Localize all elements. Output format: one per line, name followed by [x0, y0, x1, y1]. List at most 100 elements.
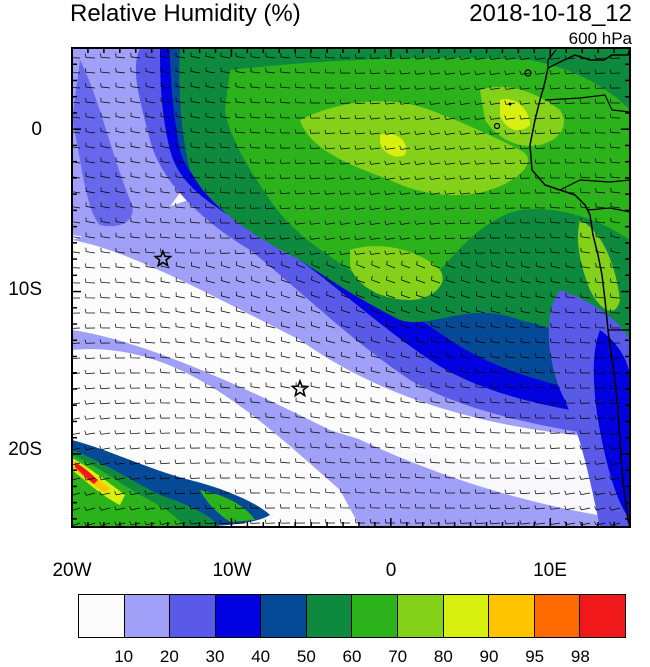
wind-barb: [174, 444, 186, 449]
wind-barb: [130, 52, 141, 59]
wind-barb: [295, 351, 306, 359]
wind-barb: [85, 83, 96, 89]
wind-barb: [72, 492, 81, 496]
wind-barb: [520, 322, 531, 329]
xtick-label-3: 10E: [533, 560, 567, 581]
wind-barb: [220, 112, 231, 119]
wind-barb: [160, 97, 171, 104]
wind-barb: [249, 473, 261, 479]
wind-barb: [115, 157, 126, 164]
wind-barb: [160, 52, 171, 59]
wind-barb: [414, 175, 426, 180]
wind-barb: [459, 115, 471, 120]
wind-barb: [205, 291, 216, 299]
wind-barb: [99, 460, 111, 466]
wind-barb: [295, 427, 306, 434]
wind-barb: [279, 144, 291, 149]
wind-barb: [249, 504, 261, 509]
wind-barb: [205, 82, 216, 89]
wind-barb: [579, 521, 591, 526]
wind-barb: [460, 428, 471, 434]
wind-barb: [205, 97, 216, 104]
wind-barb: [99, 445, 111, 450]
wind-barb: [445, 306, 456, 314]
wind-barb: [144, 383, 155, 389]
wind-barb: [144, 459, 156, 465]
wind-barb: [72, 87, 81, 89]
wind-barb: [324, 84, 335, 89]
wind-barb: [580, 323, 591, 329]
colorbar-box-4: [261, 595, 307, 637]
wind-barb: [264, 504, 276, 509]
wind-barb: [399, 85, 411, 90]
wind-barb: [159, 414, 171, 419]
wind-barb: [205, 52, 216, 59]
wind-barb: [220, 398, 231, 404]
wind-barb: [72, 417, 81, 420]
wind-barb: [579, 99, 591, 104]
wind-barb: [535, 233, 546, 239]
wind-barb: [205, 261, 216, 269]
wind-barb: [429, 55, 441, 60]
wind-barb: [580, 232, 591, 239]
wind-barb: [386, 275, 396, 284]
wind-barb: [340, 382, 351, 389]
wind-barb: [579, 84, 591, 89]
wind-barb: [160, 233, 171, 239]
wind-barb: [85, 127, 96, 134]
wind-barb: [534, 398, 546, 404]
wind-barb: [550, 338, 561, 344]
wind-barb: [295, 53, 306, 59]
wind-barb: [279, 250, 291, 255]
wind-barb: [399, 503, 411, 509]
wind-barb: [339, 190, 351, 195]
wind-barb: [309, 114, 321, 119]
wind-barb: [72, 312, 81, 314]
wind-barb: [250, 352, 261, 359]
wind-barb: [595, 143, 606, 149]
wind-barb: [445, 336, 456, 344]
wind-barb: [85, 97, 96, 104]
wind-barb: [491, 261, 501, 269]
wind-barb: [504, 474, 516, 479]
wind-barb: [565, 218, 576, 224]
wind-barb: [190, 337, 201, 344]
wind-barb: [250, 397, 261, 404]
wind-barb: [235, 397, 246, 404]
wind-barb: [354, 99, 366, 105]
wind-barb: [580, 338, 591, 344]
wind-barb: [100, 263, 111, 269]
wind-barb: [145, 338, 156, 344]
wind-barb: [356, 321, 366, 329]
wind-barb: [309, 159, 321, 165]
xtick-label-1: 10W: [212, 560, 252, 581]
wind-barb: [430, 443, 441, 449]
wind-barb: [610, 232, 621, 239]
wind-barb: [595, 232, 606, 239]
xtick-label-0: 20W: [52, 560, 92, 581]
wind-barb: [356, 291, 366, 299]
wind-barb: [459, 175, 471, 180]
wind-barb: [115, 97, 126, 104]
wind-barb: [609, 369, 621, 374]
wind-barb: [72, 221, 81, 224]
wind-barb: [339, 250, 351, 255]
wind-barb: [72, 282, 81, 284]
wind-barb: [519, 204, 530, 209]
wind-barb: [99, 476, 111, 481]
wind-barb: [310, 427, 321, 434]
wind-barb: [384, 190, 396, 195]
wind-barb: [534, 70, 546, 75]
wind-barb: [280, 52, 291, 59]
wind-barb: [145, 112, 156, 119]
wind-barb: [534, 85, 546, 90]
wind-barb: [430, 397, 441, 404]
wind-barb: [609, 506, 621, 511]
wind-barb: [444, 473, 456, 479]
colorbar-box-9: [489, 595, 535, 637]
wind-barb: [519, 428, 531, 434]
wind-barb: [549, 474, 561, 480]
wind-barb: [580, 277, 591, 284]
wind-barb: [264, 219, 276, 225]
